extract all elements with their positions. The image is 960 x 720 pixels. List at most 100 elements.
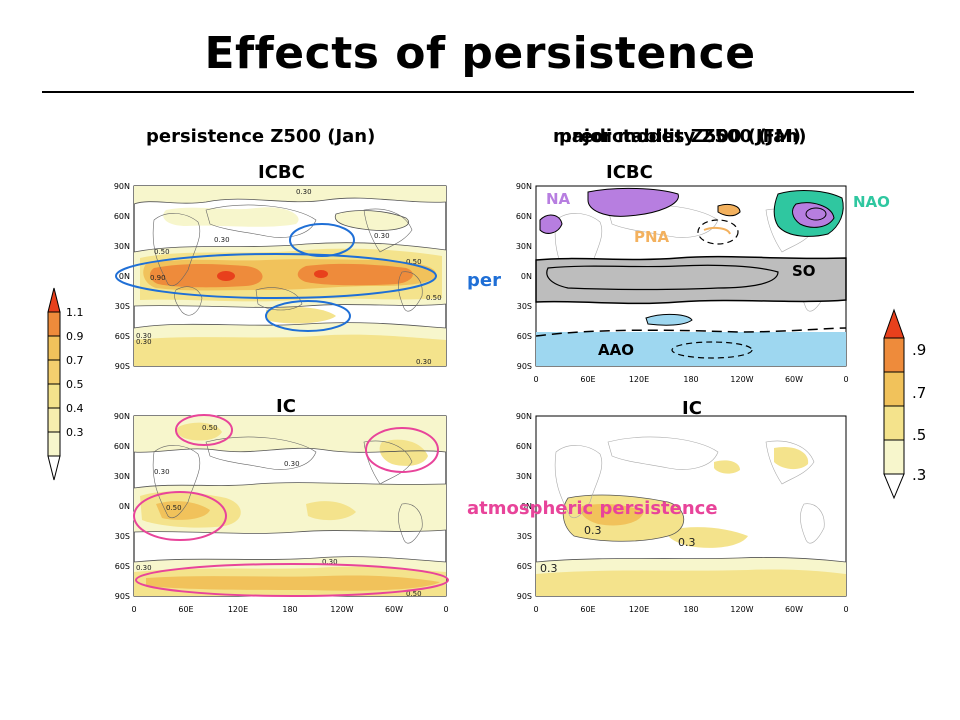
contour-label: 0.30 <box>214 236 230 244</box>
overlay-na: NA <box>546 190 571 208</box>
lon-tick-label: 0 <box>443 605 448 614</box>
lon-tick-label: 120W <box>730 375 753 384</box>
pna-dashed-contour <box>697 219 739 245</box>
pink-ellipse <box>133 491 227 541</box>
overlay-so: SO <box>792 262 816 280</box>
shade-peak <box>217 271 235 281</box>
lon-tick-label: 60E <box>580 375 595 384</box>
continent-outlines <box>152 436 423 544</box>
contour-label: 0.50 <box>202 424 218 432</box>
lat-tick-label: 30N <box>516 472 532 481</box>
panel-label-top-left: ICBC <box>258 162 305 183</box>
lat-tick-label: 60N <box>114 212 130 221</box>
contour-lines <box>535 494 847 563</box>
lat-axis: 90N 60N 30N 0N 30S 60S 90S <box>114 182 130 371</box>
lat-tick-label: 30S <box>115 532 130 541</box>
lon-tick-label: 0 <box>843 375 848 384</box>
lat-tick-label: 60N <box>516 212 532 221</box>
lon-axis: 0 60E 120E 180 120W 60W 0 <box>533 605 848 614</box>
lat-tick-label: 90N <box>516 412 532 421</box>
lat-tick-label: 90S <box>517 592 532 601</box>
lat-tick-label: 30N <box>114 472 130 481</box>
colorbar-labels: 1.1 0.9 0.7 0.5 0.4 0.3 <box>66 306 84 439</box>
contour-label: 0.90 <box>150 274 166 282</box>
shade-band <box>134 186 446 204</box>
lon-tick-label: 0 <box>843 605 848 614</box>
lon-tick-label: 60W <box>785 375 803 384</box>
shade-band <box>149 264 263 288</box>
lat-tick-label: 30N <box>114 242 130 251</box>
colorbar-swatch <box>47 431 61 457</box>
colorbar-label: 0.9 <box>66 330 84 343</box>
contour-label: 0.30 <box>322 558 338 566</box>
lon-tick-label: 180 <box>683 605 698 614</box>
contour-lines <box>133 447 447 563</box>
lat-tick-label: 60S <box>115 332 130 341</box>
continent-outlines <box>152 204 423 316</box>
lon-axis: 0 60E 120E 180 120W 60W 0 <box>533 375 848 384</box>
colorbar-swatch <box>883 337 905 373</box>
colorbar-swatch <box>47 407 61 433</box>
lon-tick-label: 120E <box>629 375 649 384</box>
aao-region <box>536 332 846 366</box>
overlay-atmospheric-persistence: atmospheric persistence <box>467 498 718 519</box>
pink-ellipses <box>133 414 449 597</box>
colorbar-swatch <box>883 439 905 475</box>
lon-tick-label: 60W <box>385 605 403 614</box>
lon-tick-label: 0 <box>533 605 538 614</box>
nao-inner-blob <box>792 202 835 228</box>
aao-dashed-contour <box>535 327 847 337</box>
map-bottom-right: 0.3 0.3 0.3 90N 60N 30N 0N 30S 60S 90S 0… <box>478 412 858 622</box>
lat-tick-label: 0N <box>521 272 532 281</box>
shade-band <box>536 569 846 596</box>
blue-ellipse <box>115 253 437 299</box>
shade-band <box>306 501 356 521</box>
shade-peak <box>314 270 328 278</box>
blue-ellipse <box>265 300 351 332</box>
contour-label: 0.3 <box>540 562 558 575</box>
contour-label: 0.3 <box>678 536 696 549</box>
lat-tick-label: 90N <box>114 182 130 191</box>
right-column-title-b: predictability Z500 (Jan) <box>559 126 807 147</box>
lat-tick-label: 90S <box>115 592 130 601</box>
shade-band <box>163 207 299 227</box>
shade-band <box>156 501 210 520</box>
colorbar-left: 1.1 0.9 0.7 0.5 0.4 0.3 <box>36 280 96 510</box>
colorbar-label: 0.3 <box>66 426 84 439</box>
lat-tick-label: 0N <box>521 502 532 511</box>
colorbar-label: .9 <box>912 341 926 359</box>
colorbar-label: 0.7 <box>66 354 84 367</box>
contour-label: 0.30 <box>374 232 390 240</box>
contour-label: 0.30 <box>296 188 312 196</box>
lon-tick-label: 60E <box>580 605 595 614</box>
pna-blob <box>717 203 741 217</box>
contour-label: 0.50 <box>426 294 442 302</box>
lon-tick-label: 180 <box>683 375 698 384</box>
lon-tick-label: 120E <box>629 605 649 614</box>
shade-band <box>335 210 409 231</box>
aao-blob <box>645 313 693 326</box>
colorbar-swatch <box>883 405 905 441</box>
map-top-left: 0.30 0.30 0.50 0.30 0.90 0.50 0.30 0.50 … <box>106 180 456 380</box>
lat-axis: 90N 60N 30N 0N 30S 60S 90S <box>516 412 532 601</box>
slide-title: Effects of persistence <box>204 28 756 79</box>
lat-tick-label: 90S <box>517 362 532 371</box>
shade-band <box>774 446 809 470</box>
aao-inner-contour <box>671 341 753 359</box>
colorbar-label: .5 <box>912 426 926 444</box>
na-blob <box>539 214 563 234</box>
nao-core <box>805 207 827 221</box>
colorbar-swatch <box>47 359 61 385</box>
panel-label-bottom-right: IC <box>682 398 702 419</box>
panel-label-top-right: ICBC <box>606 162 653 183</box>
lat-tick-label: 30N <box>516 242 532 251</box>
colorbar-right: .9 .7 .5 .3 <box>872 300 942 500</box>
left-top-contour-labels: 0.30 0.30 0.50 0.30 0.90 0.50 0.30 0.50 … <box>136 188 442 366</box>
lat-tick-label: 30S <box>517 532 532 541</box>
contour-label: 0.30 <box>136 338 152 346</box>
shade-band <box>176 422 222 441</box>
colorbar-swatch <box>883 371 905 407</box>
colorbar-label: 0.4 <box>66 402 84 415</box>
colorbar-label: 0.5 <box>66 378 84 391</box>
colorbar-top-arrow <box>47 287 61 313</box>
